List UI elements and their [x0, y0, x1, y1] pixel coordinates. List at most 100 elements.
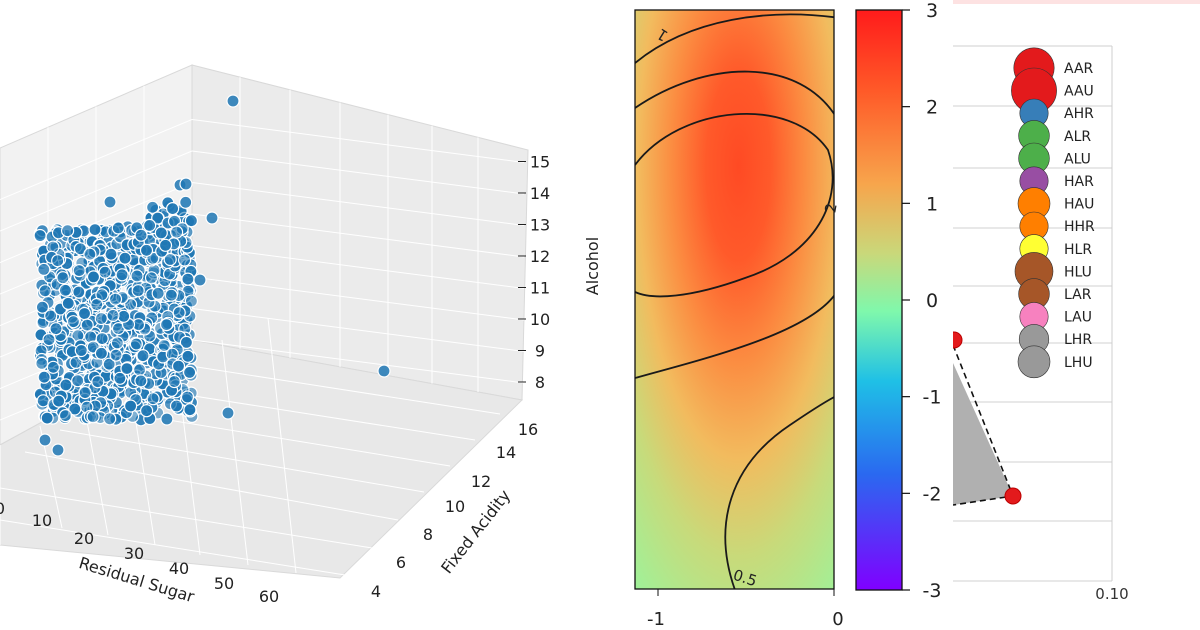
scatter-point: [163, 252, 177, 267]
legend-label: HLR: [1064, 242, 1092, 258]
legend-label: HAU: [1064, 197, 1094, 213]
scatter-point: [44, 309, 58, 323]
scatter-point: [140, 404, 154, 418]
scatter-point: [58, 409, 73, 423]
scatter-point: [226, 94, 240, 108]
scatter-point: [51, 254, 65, 268]
grid-line: [0, 519, 346, 576]
legend: AAR AAU AHR ALR ALU HAR HAU HHR HLR HLU LAR LAU LHR L…: [1011, 47, 1095, 379]
scatter-point: [181, 349, 195, 363]
colorbar-tick-label: -2: [923, 483, 942, 505]
scatter-point: [167, 374, 181, 389]
scatter-point: [106, 308, 120, 322]
scatter-point: [144, 271, 159, 285]
scatter-point: [60, 224, 75, 238]
scatter-point: [109, 348, 123, 362]
colorbar-tick-label: 1: [926, 193, 938, 215]
grid-line: [191, 213, 525, 258]
contour-line-1: [635, 70, 834, 116]
legend-label: HLU: [1064, 264, 1092, 280]
heatmap-surface: [635, 10, 834, 589]
scatter-point: [193, 273, 207, 287]
scatter-point: [58, 283, 73, 297]
legend-label: LHU: [1064, 355, 1093, 371]
scatter-point: [143, 218, 157, 232]
grid-line: [83, 404, 109, 536]
legend-scatter-panel: 0.10 AAR AAU AHR ALR ALU HAR HAU HHR HLR HLU LAR LA…: [953, 0, 1200, 603]
x-tick-label: 50: [214, 574, 234, 593]
scatter-point: [183, 365, 197, 379]
scatter-point: [158, 238, 173, 252]
scatter-point: [77, 306, 92, 321]
x-tick-label: 30: [124, 544, 144, 563]
grid-line: [191, 276, 525, 321]
scatter-point: [154, 226, 168, 240]
scatter-point: [40, 411, 54, 425]
scatter-point: [51, 443, 65, 457]
colorbar-tick-label: 3: [926, 0, 938, 22]
scatter-point: [183, 403, 197, 417]
scatter-point: [95, 332, 109, 346]
scatter-point: [131, 284, 145, 298]
contour-line-0.5: [724, 396, 834, 589]
grid-line: [24, 451, 399, 521]
scatter-point: [129, 337, 143, 351]
colorbar-gradient: [855, 9, 903, 591]
z-tick-label: 15: [530, 153, 550, 172]
scatter-point: [184, 214, 198, 228]
scatter-point-red: [953, 331, 963, 349]
scatter-point: [46, 360, 60, 374]
scatter-point: [124, 297, 138, 312]
legend-label: LAR: [1064, 287, 1092, 303]
scatter3d-panel: 01020304050604681012141689101112131415 R…: [0, 64, 602, 606]
scatter-point: [130, 269, 144, 283]
legend-label: ALU: [1064, 151, 1091, 167]
y-tick-label: 14: [496, 443, 516, 462]
scatter-point: [83, 247, 97, 261]
legend-label: LHR: [1064, 332, 1092, 348]
z-tick-label: 11: [530, 279, 550, 298]
x-tick-label-0: 0: [832, 609, 843, 630]
scatter-point: [170, 225, 184, 239]
grid-line: [191, 308, 525, 352]
scatter-point: [71, 374, 85, 388]
scatter-point: [37, 262, 51, 276]
y-tick-label: 8: [423, 525, 433, 544]
scatter-point: [72, 285, 86, 299]
x-tick-label-0.10: 0.10: [1095, 585, 1128, 603]
scatter-point: [90, 297, 104, 312]
contour-label-2: 2: [821, 202, 840, 215]
scatter-point: [164, 288, 178, 302]
contour-line-outer: [635, 13, 834, 64]
scatter-point: [139, 243, 154, 257]
scatter-point: [104, 247, 118, 261]
grid-line: [191, 182, 525, 226]
scatter-point: [61, 296, 75, 310]
scatter-point: [136, 349, 150, 363]
scatter-point: [205, 211, 219, 225]
scatter-point: [103, 412, 117, 426]
y-tick-label: 6: [396, 553, 406, 572]
scatter-point: [42, 333, 56, 347]
scatter-point: [94, 346, 109, 360]
scatter-point: [178, 253, 192, 267]
scatter-point: [33, 228, 47, 243]
x-tick-label: 40: [169, 559, 189, 578]
z-tick-label: 13: [530, 216, 550, 235]
x-tick-label-neg1: -1: [647, 609, 665, 630]
colorbar-ticks: 3 2 1 0 -1 -2 -3: [902, 0, 941, 602]
scatter-point: [171, 359, 186, 373]
scatter-point: [166, 202, 180, 216]
colorbar-tick-label: 2: [926, 97, 938, 119]
scatter-point: [179, 177, 193, 191]
scatter-point: [124, 399, 138, 413]
contour-panel: 1 2 0.5 -1 0: [634, 9, 844, 630]
scatter-point: [94, 311, 108, 326]
scatter-point: [120, 362, 134, 376]
scatter-point: [86, 410, 100, 424]
z-tick-label: 9: [535, 342, 545, 361]
x-tick-label: 0: [0, 499, 5, 518]
scatter-point: [115, 268, 129, 282]
scatter-point: [151, 286, 165, 300]
scatter-point: [146, 392, 160, 406]
